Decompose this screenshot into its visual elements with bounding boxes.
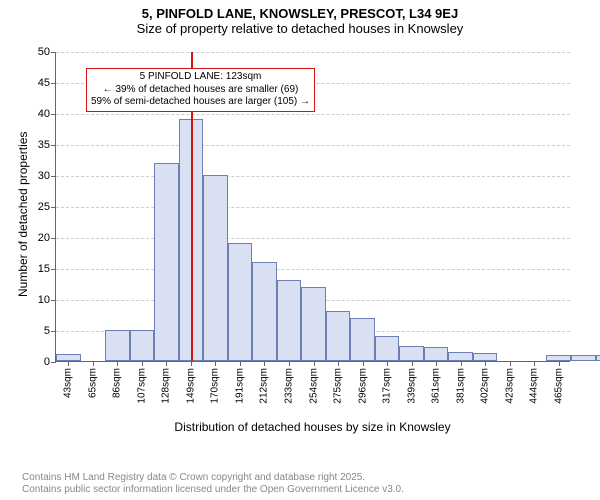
x-tick-label: 191sqm xyxy=(234,368,245,404)
x-tick-mark xyxy=(338,361,339,366)
x-tick-mark xyxy=(387,361,388,366)
x-tick-label: 86sqm xyxy=(112,368,123,398)
histogram-bar xyxy=(130,330,155,361)
histogram-bar xyxy=(399,346,424,362)
x-tick-label: 444sqm xyxy=(529,368,540,404)
x-tick-mark xyxy=(363,361,364,366)
x-tick-mark xyxy=(314,361,315,366)
x-tick-mark xyxy=(68,361,69,366)
x-tick-label: 423sqm xyxy=(504,368,515,404)
gridline xyxy=(56,207,570,208)
histogram-bar xyxy=(252,262,277,361)
histogram-bar xyxy=(571,355,596,361)
x-tick-mark xyxy=(166,361,167,366)
x-tick-label: 296sqm xyxy=(357,368,368,404)
x-tick-label: 339sqm xyxy=(406,368,417,404)
x-tick-mark xyxy=(215,361,216,366)
x-tick-mark xyxy=(534,361,535,366)
x-tick-mark xyxy=(240,361,241,366)
x-tick-mark xyxy=(485,361,486,366)
footer-line: Contains HM Land Registry data © Crown c… xyxy=(22,472,404,484)
gridline xyxy=(56,114,570,115)
x-tick-label: 381sqm xyxy=(455,368,466,404)
gridline xyxy=(56,269,570,270)
x-tick-mark xyxy=(510,361,511,366)
histogram-bar xyxy=(350,318,375,361)
y-tick-mark xyxy=(51,176,56,177)
histogram-bar xyxy=(326,311,351,361)
x-tick-mark xyxy=(289,361,290,366)
x-tick-label: 149sqm xyxy=(185,368,196,404)
x-tick-label: 212sqm xyxy=(259,368,270,404)
title-primary: 5, PINFOLD LANE, KNOWSLEY, PRESCOT, L34 … xyxy=(0,0,600,21)
annotation-box: 5 PINFOLD LANE: 123sqm← 39% of detached … xyxy=(86,68,315,112)
x-tick-mark xyxy=(412,361,413,366)
y-axis-label: Number of detached properties xyxy=(16,132,30,297)
x-axis-label: Distribution of detached houses by size … xyxy=(55,420,570,434)
x-tick-label: 43sqm xyxy=(63,368,74,398)
x-tick-label: 107sqm xyxy=(136,368,147,404)
x-tick-mark xyxy=(191,361,192,366)
chart-container: 0510152025303540455043sqm65sqm86sqm107sq… xyxy=(0,42,600,442)
histogram-bar xyxy=(424,347,449,361)
histogram-bar xyxy=(277,280,302,361)
x-tick-mark xyxy=(264,361,265,366)
x-tick-label: 275sqm xyxy=(333,368,344,404)
gridline xyxy=(56,145,570,146)
y-tick-mark xyxy=(51,52,56,53)
y-tick-mark xyxy=(51,269,56,270)
histogram-bar xyxy=(56,354,81,361)
x-tick-mark xyxy=(93,361,94,366)
gridline xyxy=(56,52,570,53)
x-tick-label: 65sqm xyxy=(87,368,98,398)
histogram-bar xyxy=(301,287,326,361)
x-tick-label: 361sqm xyxy=(431,368,442,404)
x-tick-label: 128sqm xyxy=(161,368,172,404)
gridline xyxy=(56,238,570,239)
x-tick-label: 465sqm xyxy=(553,368,564,404)
y-tick-mark xyxy=(51,114,56,115)
x-tick-label: 402sqm xyxy=(480,368,491,404)
histogram-bar xyxy=(203,175,228,361)
x-tick-label: 170sqm xyxy=(210,368,221,404)
histogram-bar xyxy=(154,163,179,361)
annotation-line: 5 PINFOLD LANE: 123sqm xyxy=(91,71,310,84)
y-tick-mark xyxy=(51,238,56,239)
histogram-bar xyxy=(473,353,498,361)
x-tick-mark xyxy=(117,361,118,366)
x-tick-mark xyxy=(559,361,560,366)
y-tick-mark xyxy=(51,145,56,146)
annotation-line: ← 39% of detached houses are smaller (69… xyxy=(91,84,310,97)
x-tick-label: 254sqm xyxy=(308,368,319,404)
x-tick-mark xyxy=(461,361,462,366)
x-tick-label: 317sqm xyxy=(382,368,393,404)
histogram-bar xyxy=(596,355,600,361)
y-tick-mark xyxy=(51,331,56,332)
footer-line: Contains public sector information licen… xyxy=(22,484,404,496)
title-secondary: Size of property relative to detached ho… xyxy=(0,21,600,40)
x-tick-mark xyxy=(436,361,437,366)
y-tick-mark xyxy=(51,207,56,208)
gridline xyxy=(56,176,570,177)
annotation-line: 59% of semi-detached houses are larger (… xyxy=(91,96,310,109)
histogram-bar xyxy=(448,352,473,361)
y-tick-mark xyxy=(51,362,56,363)
histogram-bar xyxy=(375,336,400,361)
plot-area: 0510152025303540455043sqm65sqm86sqm107sq… xyxy=(55,52,570,362)
histogram-bar xyxy=(105,330,130,361)
histogram-bar xyxy=(228,243,253,361)
y-tick-mark xyxy=(51,83,56,84)
y-tick-mark xyxy=(51,300,56,301)
x-tick-mark xyxy=(142,361,143,366)
x-tick-label: 233sqm xyxy=(283,368,294,404)
footer-attribution: Contains HM Land Registry data © Crown c… xyxy=(22,472,404,496)
